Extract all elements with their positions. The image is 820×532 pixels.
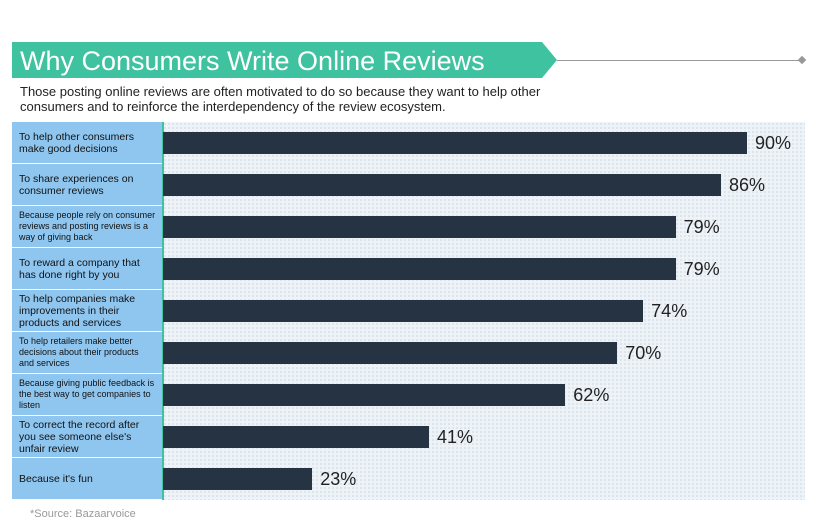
category-label: Because it's fun [12,458,162,500]
bar [163,174,722,196]
bar [163,300,644,322]
category-label: Because giving public feedback is the be… [12,374,162,416]
value-label: 62% [573,385,610,405]
value-label: 23% [320,469,357,489]
value-label: 74% [651,301,688,321]
bar [163,384,566,406]
value-label: 79% [683,259,720,279]
title-rule [557,60,802,61]
bar [163,132,747,154]
rule-end [797,55,807,65]
bar [163,258,676,280]
category-label: To help retailers make better decisions … [12,332,162,374]
source-note: *Source: Bazaarvoice [30,508,136,520]
category-label: To reward a company that has done right … [12,248,162,290]
value-label: 86% [729,175,766,195]
category-column: To help other consumers make good decisi… [12,122,164,500]
value-label: 90% [755,133,792,153]
title-banner [12,42,557,78]
category-label: To share experiences on consumer reviews [12,164,162,206]
chart-title: Why Consumers Write Online Reviews [20,46,485,76]
category-label: To help companies make improvements in t… [12,290,162,332]
value-label: 41% [437,427,474,447]
bar [163,342,618,364]
bar [163,216,676,238]
category-label: Because people rely on consumer reviews … [12,206,162,248]
category-label: To correct the record after you see some… [12,416,162,458]
value-label: 70% [625,343,662,363]
bar [163,426,430,448]
category-label: To help other consumers make good decisi… [12,122,162,164]
chart-subtitle: Those posting online reviews are often m… [20,84,541,114]
bar [163,468,313,490]
value-label: 79% [683,217,720,237]
